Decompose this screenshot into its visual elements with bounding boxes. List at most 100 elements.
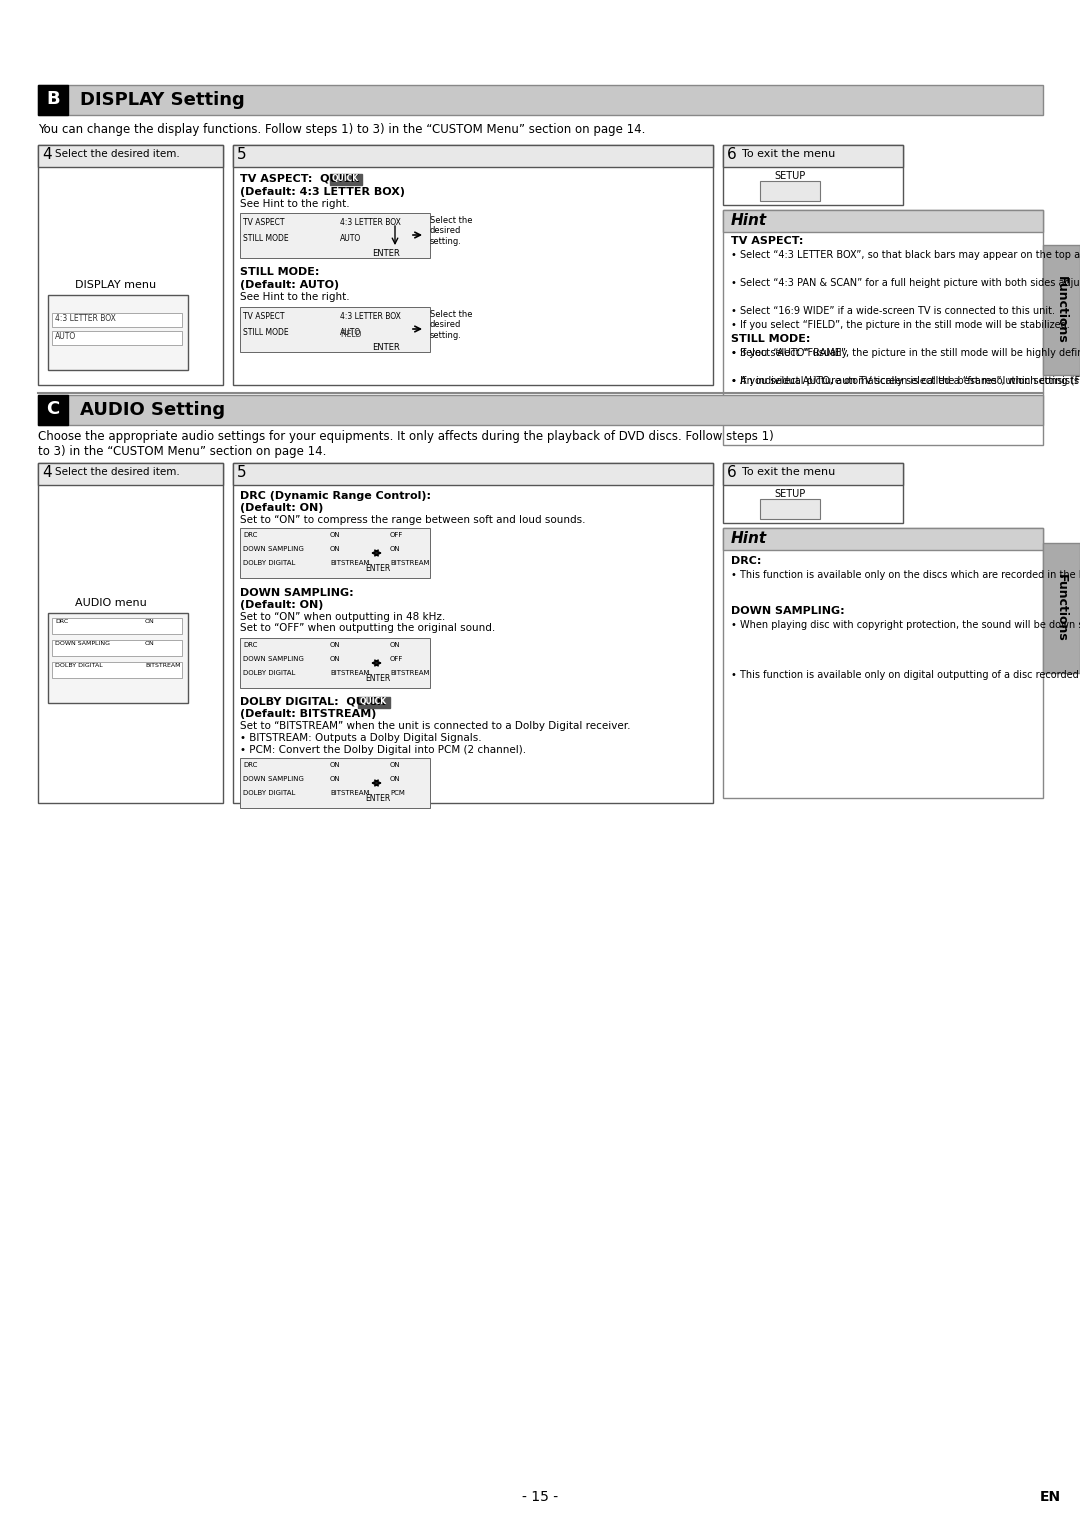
Text: DOWN SAMPLING: DOWN SAMPLING	[55, 642, 110, 646]
Text: B: B	[46, 90, 59, 108]
Bar	[52, 332, 183, 345]
Text: TV ASPECT:: TV ASPECT:	[731, 235, 804, 246]
Text: OFF: OFF	[390, 656, 403, 662]
Text: - 15 -: - 15 -	[522, 1490, 558, 1504]
Text: (Default: AUTO): (Default: AUTO)	[240, 280, 339, 290]
Text: QUICK: QUICK	[332, 174, 360, 183]
Text: STILL MODE:: STILL MODE:	[240, 267, 320, 277]
Text: ON: ON	[330, 532, 340, 538]
Text: ENTER: ENTER	[365, 564, 390, 573]
Text: DRC:: DRC:	[731, 556, 761, 565]
Text: DRC: DRC	[243, 762, 257, 769]
Text: ENTER: ENTER	[365, 674, 390, 683]
Text: Hint: Hint	[731, 532, 767, 545]
Text: TV ASPECT: TV ASPECT	[243, 219, 284, 228]
Bar	[723, 529, 1043, 550]
Text: DOWN SAMPLING: DOWN SAMPLING	[243, 776, 303, 782]
Text: ON: ON	[390, 762, 401, 769]
Bar	[38, 145, 222, 167]
Bar	[723, 145, 903, 205]
Bar	[38, 396, 1043, 425]
Text: DOLBY DIGITAL: DOLBY DIGITAL	[243, 559, 295, 565]
Text: Set to “ON” when outputting in 48 kHz.: Set to “ON” when outputting in 48 kHz.	[240, 613, 445, 622]
Text: STILL MODE: STILL MODE	[243, 234, 288, 243]
Text: ENTER: ENTER	[365, 795, 390, 804]
Text: (Default: ON): (Default: ON)	[240, 503, 323, 513]
Text: BITSTREAM: BITSTREAM	[390, 669, 430, 675]
Text: SETUP: SETUP	[774, 489, 806, 500]
Text: See Hint to the right.: See Hint to the right.	[240, 199, 350, 209]
Text: (Default: 4:3 LETTER BOX): (Default: 4:3 LETTER BOX)	[240, 186, 405, 197]
Bar	[723, 529, 1043, 798]
Text: ON: ON	[145, 619, 154, 623]
Bar	[240, 529, 430, 578]
Bar	[233, 463, 713, 484]
Text: TV ASPECT:  QUICK: TV ASPECT: QUICK	[240, 173, 360, 183]
Text: ON: ON	[330, 776, 340, 782]
Text: DOWN SAMPLING: DOWN SAMPLING	[243, 656, 303, 662]
Text: • BITSTREAM: Outputs a Dolby Digital Signals.: • BITSTREAM: Outputs a Dolby Digital Sig…	[240, 733, 482, 743]
Text: DOLBY DIGITAL: DOLBY DIGITAL	[243, 669, 295, 675]
Text: ON: ON	[390, 545, 401, 552]
Text: Functions: Functions	[1054, 277, 1067, 344]
Text: C: C	[46, 400, 59, 419]
Text: • This function is available only on the discs which are recorded in the Dolby D: • This function is available only on the…	[731, 570, 1080, 581]
Text: DISPLAY Setting: DISPLAY Setting	[80, 92, 245, 108]
Text: To exit the menu: To exit the menu	[742, 468, 835, 477]
Text: Select the desired item.: Select the desired item.	[55, 150, 179, 159]
Bar	[240, 639, 430, 688]
Bar	[38, 86, 68, 115]
Text: • Select “AUTO” usually.: • Select “AUTO” usually.	[731, 348, 849, 358]
Text: DRC (Dynamic Range Control):: DRC (Dynamic Range Control):	[240, 490, 431, 501]
Text: AUTO: AUTO	[340, 329, 361, 338]
Text: DISPLAY menu: DISPLAY menu	[75, 280, 157, 290]
Text: STILL MODE:: STILL MODE:	[731, 335, 810, 344]
Text: 4:3 LETTER BOX: 4:3 LETTER BOX	[340, 312, 401, 321]
Text: 4: 4	[42, 465, 52, 480]
Bar	[1043, 244, 1080, 374]
Bar	[330, 174, 362, 185]
Bar	[723, 209, 1043, 445]
Text: Set to “BITSTREAM” when the unit is connected to a Dolby Digital receiver.: Set to “BITSTREAM” when the unit is conn…	[240, 721, 631, 730]
Bar	[38, 463, 222, 484]
Text: OFF: OFF	[390, 532, 403, 538]
Text: ON: ON	[330, 545, 340, 552]
Text: 4:3 LETTER BOX: 4:3 LETTER BOX	[340, 219, 401, 228]
Text: DOLBY DIGITAL: DOLBY DIGITAL	[243, 790, 295, 796]
Text: • Select “4:3 LETTER BOX”, so that black bars may appear on the top and bottom o: • Select “4:3 LETTER BOX”, so that black…	[731, 251, 1080, 260]
Text: • PCM: Convert the Dolby Digital into PCM (2 channel).: • PCM: Convert the Dolby Digital into PC…	[240, 746, 526, 755]
Text: Functions: Functions	[1054, 575, 1067, 642]
Text: Hint: Hint	[731, 212, 767, 228]
Text: ON: ON	[330, 642, 340, 648]
Bar	[52, 617, 183, 634]
Bar	[233, 463, 713, 804]
Text: TV ASPECT: TV ASPECT	[243, 312, 284, 321]
Text: DOWN SAMPLING: DOWN SAMPLING	[243, 545, 303, 552]
Text: 4: 4	[42, 147, 52, 162]
Text: SETUP: SETUP	[774, 171, 806, 180]
Text: • When playing disc with copyright protection, the sound will be down sampled at: • When playing disc with copyright prote…	[731, 620, 1080, 630]
Bar	[357, 697, 390, 707]
Text: 5: 5	[237, 465, 246, 480]
Bar	[48, 295, 188, 370]
Bar	[48, 613, 188, 703]
Bar	[38, 145, 222, 385]
Text: 6: 6	[727, 147, 737, 162]
Text: • If you select AUTO, automatically select the best resolution setting (FRAME or: • If you select AUTO, automatically sele…	[731, 376, 1080, 387]
Text: AUDIO Setting: AUDIO Setting	[80, 400, 225, 419]
Text: QUICK: QUICK	[360, 697, 387, 706]
Text: See Hint to the right.: See Hint to the right.	[240, 292, 350, 303]
Text: BITSTREAM: BITSTREAM	[330, 790, 369, 796]
Text: • If you select “FIELD”, the picture in the still mode will be stabilized.: • If you select “FIELD”, the picture in …	[731, 319, 1070, 330]
Text: 4:3 LETTER BOX: 4:3 LETTER BOX	[55, 313, 116, 322]
Text: Set to “ON” to compress the range between soft and loud sounds.: Set to “ON” to compress the range betwee…	[240, 515, 585, 526]
Text: DOWN SAMPLING:: DOWN SAMPLING:	[731, 607, 845, 616]
Text: ON: ON	[390, 642, 401, 648]
Bar	[38, 396, 68, 425]
Bar	[760, 500, 820, 520]
Bar	[1043, 542, 1080, 672]
Text: AUTO: AUTO	[340, 234, 361, 243]
Text: • An individual picture on TV screen is called a “frame”, which consists of two : • An individual picture on TV screen is …	[731, 376, 1080, 387]
Text: ON: ON	[330, 762, 340, 769]
Text: • Select “16:9 WIDE” if a wide-screen TV is connected to this unit.: • Select “16:9 WIDE” if a wide-screen TV…	[731, 306, 1055, 316]
